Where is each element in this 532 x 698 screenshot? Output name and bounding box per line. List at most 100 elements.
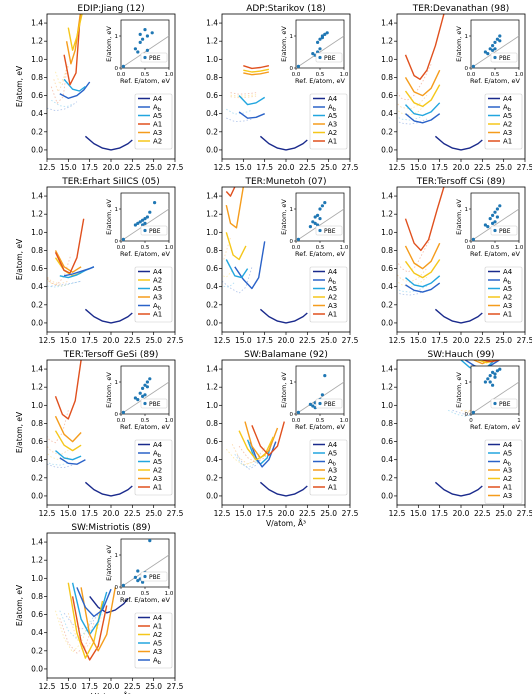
inset-x-tick-label: 0.0 (292, 418, 301, 424)
legend-label: A2 (328, 129, 337, 137)
inset-legend-marker (493, 55, 497, 60)
inset-point (320, 393, 324, 397)
subplot-title: TER:Munetoh (07) (245, 177, 327, 187)
legend-label: A4 (153, 614, 163, 622)
y-tick-label: 0.2 (31, 646, 43, 655)
inset-y-tick-label: 0 (465, 412, 469, 418)
y-tick-label: 0.0 (31, 318, 43, 327)
series-line-a4 (434, 481, 483, 497)
subplot: 12.5 15.0 17.5 20.0 22.5 25.0 27.5 0.0 0.2 0.4 0.6… (15, 523, 184, 698)
inset-legend-label: PBE (149, 401, 161, 408)
series-line-a2 (225, 232, 247, 261)
y-tick-label: 1.0 (206, 228, 218, 237)
series-line-a1 (251, 421, 285, 456)
series-ghost-line (67, 613, 103, 649)
inset-point (486, 52, 490, 56)
inset-point (323, 32, 327, 37)
series-line-a1 (225, 187, 236, 197)
y-tick-label: 1.4 (31, 192, 43, 201)
inset-legend-label: PBE (149, 574, 161, 581)
legend-label: A3 (503, 492, 512, 500)
x-tick-label: 15.0 (410, 509, 427, 518)
series-line-ab (249, 441, 277, 468)
series-ghost-line (237, 454, 264, 470)
y-tick-label: 1.4 (206, 192, 218, 201)
inset-point (498, 204, 502, 208)
inset-point (153, 201, 157, 205)
x-tick-label: 17.5 (431, 163, 448, 172)
inset-y-tick-label: 1 (115, 207, 119, 213)
series-group (55, 582, 129, 661)
inset-y-tick-label: 0 (465, 66, 469, 72)
inset-y-tick-label: 0 (290, 412, 294, 418)
y-tick-label: 0.4 (381, 109, 393, 118)
legend-label: A2 (153, 138, 162, 146)
inset-point (136, 569, 140, 573)
inset-y-axis-label: E/atom, eV (455, 199, 463, 235)
inset-legend-marker (143, 401, 147, 406)
inset-x-axis-label: Ref. E/atom, eV (470, 77, 520, 85)
inset-point (493, 47, 497, 51)
series-line-a3 (243, 71, 270, 76)
legend-label: A4 (503, 95, 513, 103)
x-tick-label: 27.5 (342, 336, 359, 345)
inset-point (495, 37, 499, 41)
inset-x-tick-label: 0.5 (491, 72, 500, 78)
inset-point (318, 217, 322, 221)
x-tick-label: 25.0 (495, 509, 512, 518)
x-tick-label: 22.5 (124, 163, 141, 172)
series-ghost-line (230, 95, 257, 99)
x-tick-label: 20.0 (103, 163, 120, 172)
y-tick-label: 1.2 (31, 37, 43, 46)
y-tick-label: 0.2 (31, 300, 43, 309)
y-tick-label: 0.4 (31, 282, 43, 291)
y-tick-label: 0.0 (31, 491, 43, 500)
inset-x-axis-label: Ref. E/atom, eV (470, 250, 520, 258)
legend-label: A5 (328, 285, 337, 293)
inset-point (316, 40, 320, 45)
inset-legend-marker (143, 228, 147, 233)
legend-label: A1 (503, 484, 512, 492)
legend-label: Ab (153, 104, 161, 114)
series-line-a5 (225, 259, 249, 279)
inset-point (491, 48, 495, 53)
inset-point (296, 237, 300, 241)
inset-x-tick-label: 1 (517, 418, 521, 424)
legend-label: A5 (153, 112, 162, 120)
x-tick-label: 15.0 (235, 163, 252, 172)
inset-point (313, 215, 317, 219)
inset-point (141, 386, 145, 390)
inset-x-tick-label: 1.0 (515, 245, 524, 251)
x-tick-label: 27.5 (517, 509, 532, 518)
legend-label: A2 (503, 475, 512, 483)
inset-diagonal-line (120, 35, 170, 69)
y-tick-label: 0.4 (381, 455, 393, 464)
inset-point (498, 34, 502, 38)
y-tick-label: 0.0 (206, 318, 218, 327)
inset-point (143, 393, 147, 397)
series-line-ab (59, 457, 86, 465)
inset-x-tick-label: 0.0 (467, 72, 476, 78)
y-tick-label: 1.2 (381, 37, 393, 46)
inset-point (136, 50, 140, 54)
inset-parity-plot: 0.0 0.5 1.0 0 1 Ref. E/atom, eV E/atom, eV PBE (105, 365, 174, 431)
x-tick-label: 12.5 (389, 163, 406, 172)
inset-y-axis-label: E/atom, eV (280, 372, 288, 408)
x-tick-label: 12.5 (214, 509, 231, 518)
series-line-a1 (404, 14, 445, 80)
x-tick-label: 27.5 (167, 509, 184, 518)
x-tick-label: 12.5 (389, 336, 406, 345)
series-line-a5 (405, 275, 441, 288)
legend-label: A1 (503, 311, 512, 319)
y-tick-label: 0.0 (381, 491, 393, 500)
inset-point (495, 215, 499, 219)
inset-point (483, 50, 487, 54)
series-ghost-line (234, 452, 261, 469)
inset-point (121, 583, 125, 588)
inset-y-axis-label: E/atom, eV (105, 545, 113, 581)
y-axis-label: E/atom, eV (15, 65, 24, 107)
inset-x-tick-label: 0.5 (316, 245, 325, 251)
legend-label: A2 (153, 467, 162, 475)
